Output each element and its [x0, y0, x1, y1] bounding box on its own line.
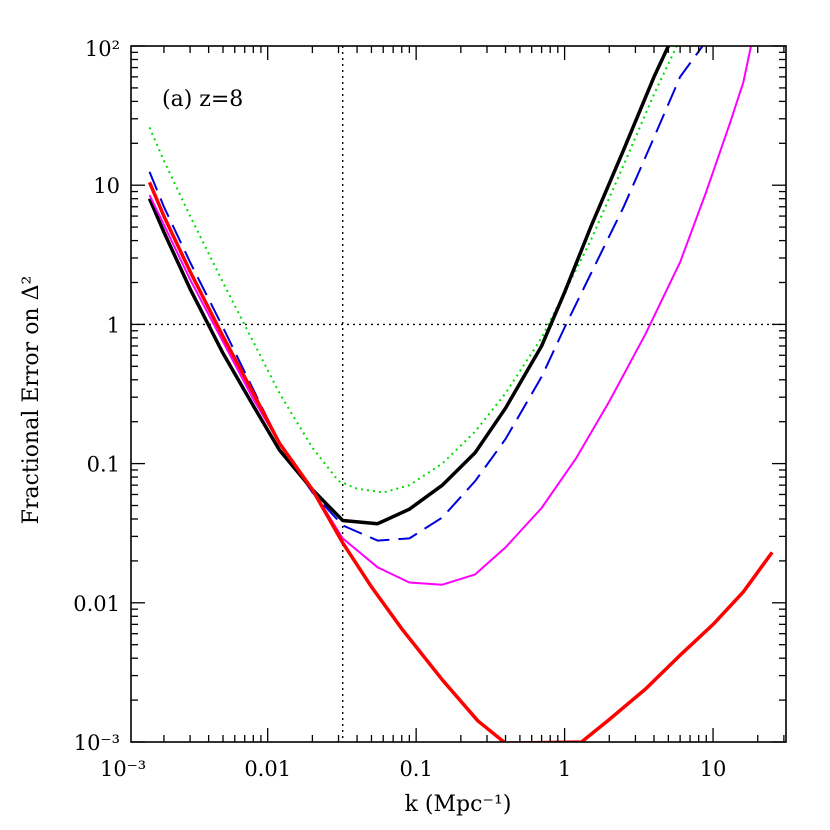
series-line-1	[148, 46, 678, 494]
axis-ticks	[131, 45, 786, 743]
y-tick-label: 10²	[85, 37, 120, 61]
x-tick-label: 10⁻³	[100, 757, 146, 781]
series-line-2	[148, 46, 704, 542]
x-tick-label: 1	[558, 757, 571, 781]
tick-labels: 10⁻³ 0.01 0.1 1 10 10⁻³ 0.01 0.1 1 10 10²	[73, 37, 726, 781]
y-tick-label: 10	[93, 174, 120, 198]
series-line-3	[147, 46, 670, 526]
plot-frame	[130, 45, 787, 743]
panel-annotation: (a) z=8	[162, 87, 243, 112]
x-tick-label: 0.01	[244, 757, 291, 781]
series-layer	[147, 46, 774, 742]
reference-lines	[131, 46, 786, 742]
y-tick-label: 1	[107, 313, 120, 337]
y-axis-label: Fractional Error on Δ²	[19, 276, 44, 525]
y-tick-label: 10⁻³	[74, 731, 120, 755]
x-axis-label: k (Mpc⁻¹)	[405, 792, 512, 817]
y-tick-label: 0.01	[73, 592, 120, 616]
series-line-4	[148, 46, 752, 586]
x-tick-label: 0.1	[399, 757, 432, 781]
series-line-5	[147, 181, 774, 742]
y-tick-label: 0.1	[87, 453, 120, 477]
x-tick-label: 10	[700, 757, 727, 781]
